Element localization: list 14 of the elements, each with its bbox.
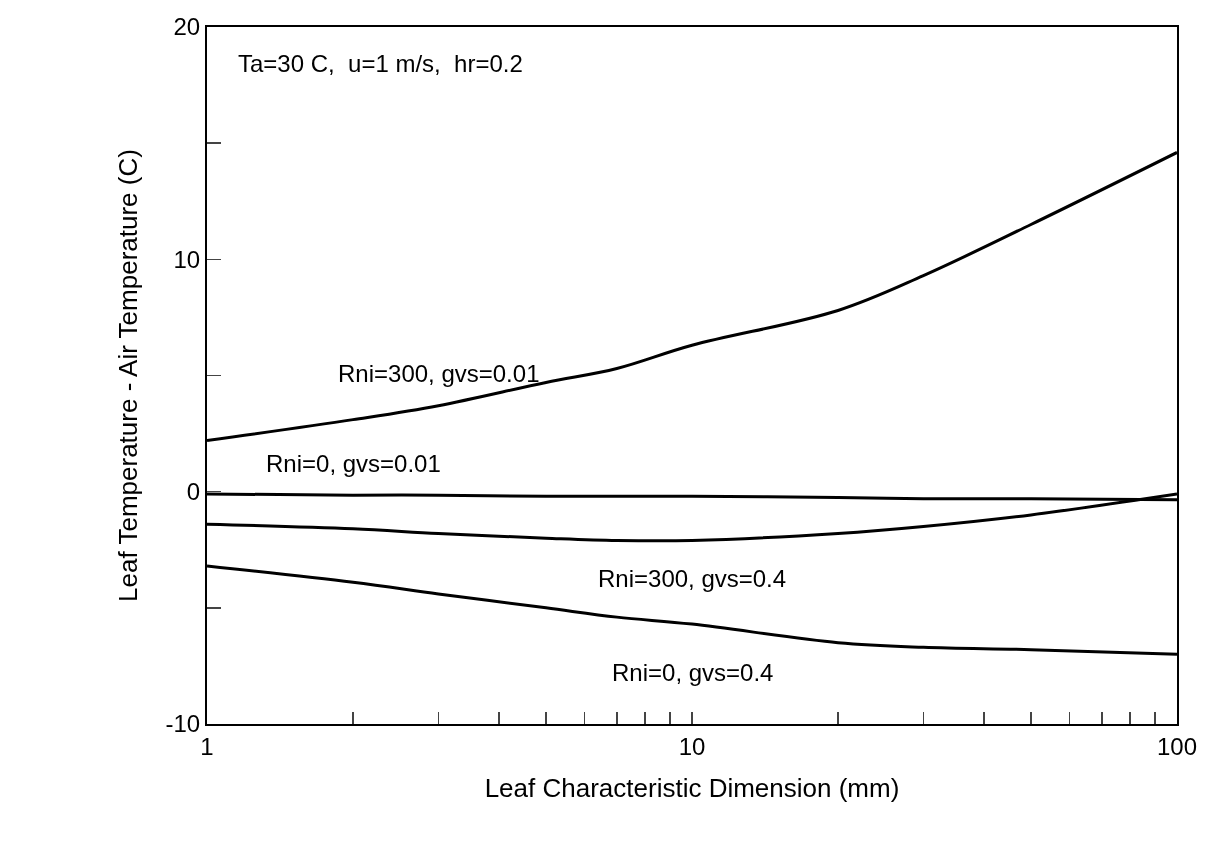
series-label: Rni=0, gvs=0.4 bbox=[612, 659, 774, 686]
x-tick-label: 1 bbox=[200, 732, 214, 760]
y-tick-label: -10 bbox=[165, 710, 201, 738]
series-label: Rni=0, gvs=0.01 bbox=[266, 450, 441, 477]
y-tick-label: 0 bbox=[186, 478, 201, 506]
y-tick-label: 10 bbox=[173, 245, 201, 273]
annotation: Ta=30 C, u=1 m/s, hr=0.2 bbox=[238, 50, 523, 77]
y-axis-title: Leaf Temperature - Air Temperature (C) bbox=[113, 149, 144, 602]
x-axis-title: Leaf Characteristic Dimension (mm) bbox=[484, 773, 900, 803]
x-tick-label: 10 bbox=[678, 732, 706, 760]
y-tick-label: 20 bbox=[173, 13, 201, 41]
series-label: Rni=300, gvs=0.01 bbox=[338, 360, 540, 387]
x-tick-label: 100 bbox=[1156, 732, 1198, 760]
series-label: Rni=300, gvs=0.4 bbox=[598, 565, 787, 592]
